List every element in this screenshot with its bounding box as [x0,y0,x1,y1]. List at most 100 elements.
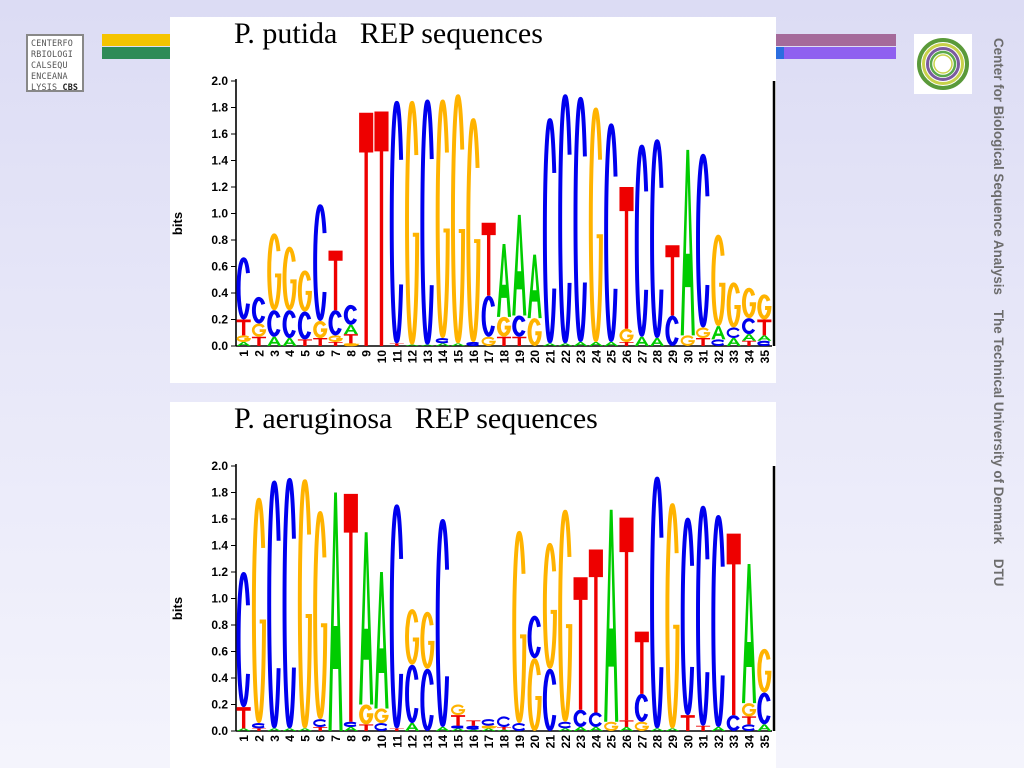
x-tick-label: 10 [375,735,389,749]
logo-letter-A [343,727,358,731]
logo-column [696,505,711,731]
logo-letter-T [374,111,389,346]
logo-column [542,542,557,731]
header-stripe-green [102,47,170,59]
logo-column [680,517,695,731]
logo-letter-A [297,728,312,731]
logo-column [282,246,297,346]
logo-column [236,257,251,346]
logo-letter-T [619,342,634,346]
logo-letter-T [696,338,711,346]
logo-column [496,243,512,346]
dtu-logo [914,34,972,94]
logo-letter-C [313,204,327,321]
logo-column [328,492,343,731]
logo-letter-A [466,729,481,731]
logo-column [343,493,358,731]
logo-letter-C [650,139,664,339]
x-tick-label: 21 [543,350,557,364]
logo-letter-C [726,715,740,731]
x-tick-label: 2 [252,735,266,742]
logo-letter-G [496,316,512,337]
x-tick-label: 3 [268,350,282,357]
y-tick-label: 0.2 [211,313,228,327]
x-tick-label: 25 [605,735,619,749]
logo-letter-T [496,727,512,730]
logo-letter-T [236,707,251,729]
logo-column [726,282,741,346]
logo-letter-G [313,320,328,339]
logo-letter-A [711,326,726,340]
logo-letter-A [451,343,466,346]
logo-letter-G [374,708,389,723]
chart-title: P. putida REP sequences [234,17,543,50]
x-tick-label: 27 [635,350,649,364]
logo-letter-G [343,343,360,347]
logo-letter-A [481,728,496,731]
logo-column [711,515,726,731]
logo-letter-C [435,338,449,344]
logo-letter-A [757,724,772,731]
cbs-logo: CENTERFO RBIOLOGI CALSEQU ENCEANA LYSIS … [26,34,84,92]
x-tick-label: 17 [482,735,496,749]
logo-letter-T [496,336,512,346]
header-stripe-mauve [776,34,896,46]
x-tick-label: 13 [421,735,435,749]
logo-letter-T [328,342,343,346]
logo-letter-C [236,257,250,320]
logo-letter-T [251,728,267,731]
logo-column [711,234,726,346]
logo-letter-G [711,234,726,327]
y-tick-label: 0.6 [211,260,228,274]
logo-column [696,153,711,346]
x-tick-label: 30 [681,735,695,749]
logo-column [512,214,527,346]
logo-letter-C [696,153,710,328]
logo-column [374,572,389,731]
logo-column [604,123,619,346]
logo-column [650,139,665,346]
logo-letter-A [542,343,557,346]
logo-letter-A [405,723,420,731]
logo-letter-A [282,338,297,346]
x-tick-label: 9 [360,350,374,357]
x-tick-label: 34 [743,735,757,749]
logo-letter-G [558,509,573,722]
y-tick-label: 1.2 [211,180,228,194]
side-caption: Center for Biological Sequence Analysis … [991,38,1006,587]
logo-letter-G [741,703,757,717]
logo-column [451,94,466,346]
logo-letter-A [665,728,680,731]
header-stripe-violet [776,47,896,59]
x-tick-label: 8 [344,350,358,357]
x-tick-label: 2 [252,350,266,357]
cbs-logo-line: ENCEANA [31,71,68,81]
logo-column [726,533,741,731]
logo-letter-A [451,728,466,731]
logo-letter-C [527,615,541,659]
logo-letter-T [297,339,312,346]
logo-column [634,631,650,731]
logo-letter-C [328,310,342,336]
logo-letter-T [741,716,757,725]
x-tick-label: 32 [712,350,726,364]
logo-letter-C [420,99,434,345]
logo-letter-A [359,532,374,705]
logo-letter-A [619,727,634,731]
logo-letter-C [297,311,312,340]
chart-title: P. aeruginosa REP sequences [234,402,598,435]
logo-column [389,100,404,346]
logo-letter-T [588,549,603,713]
header-stripe-blue [776,47,784,59]
logo-letter-G [420,611,435,669]
logo-letter-A [267,728,282,731]
x-tick-label: 29 [666,350,680,364]
y-axis-label: bits [170,212,185,235]
logo-letter-T [512,336,527,346]
logo-letter-C [466,342,479,346]
logo-letter-C [558,94,572,344]
logo-column [558,509,573,731]
logo-column [604,509,619,731]
logo-letter-T [619,720,634,728]
x-tick-label: 19 [513,735,527,749]
